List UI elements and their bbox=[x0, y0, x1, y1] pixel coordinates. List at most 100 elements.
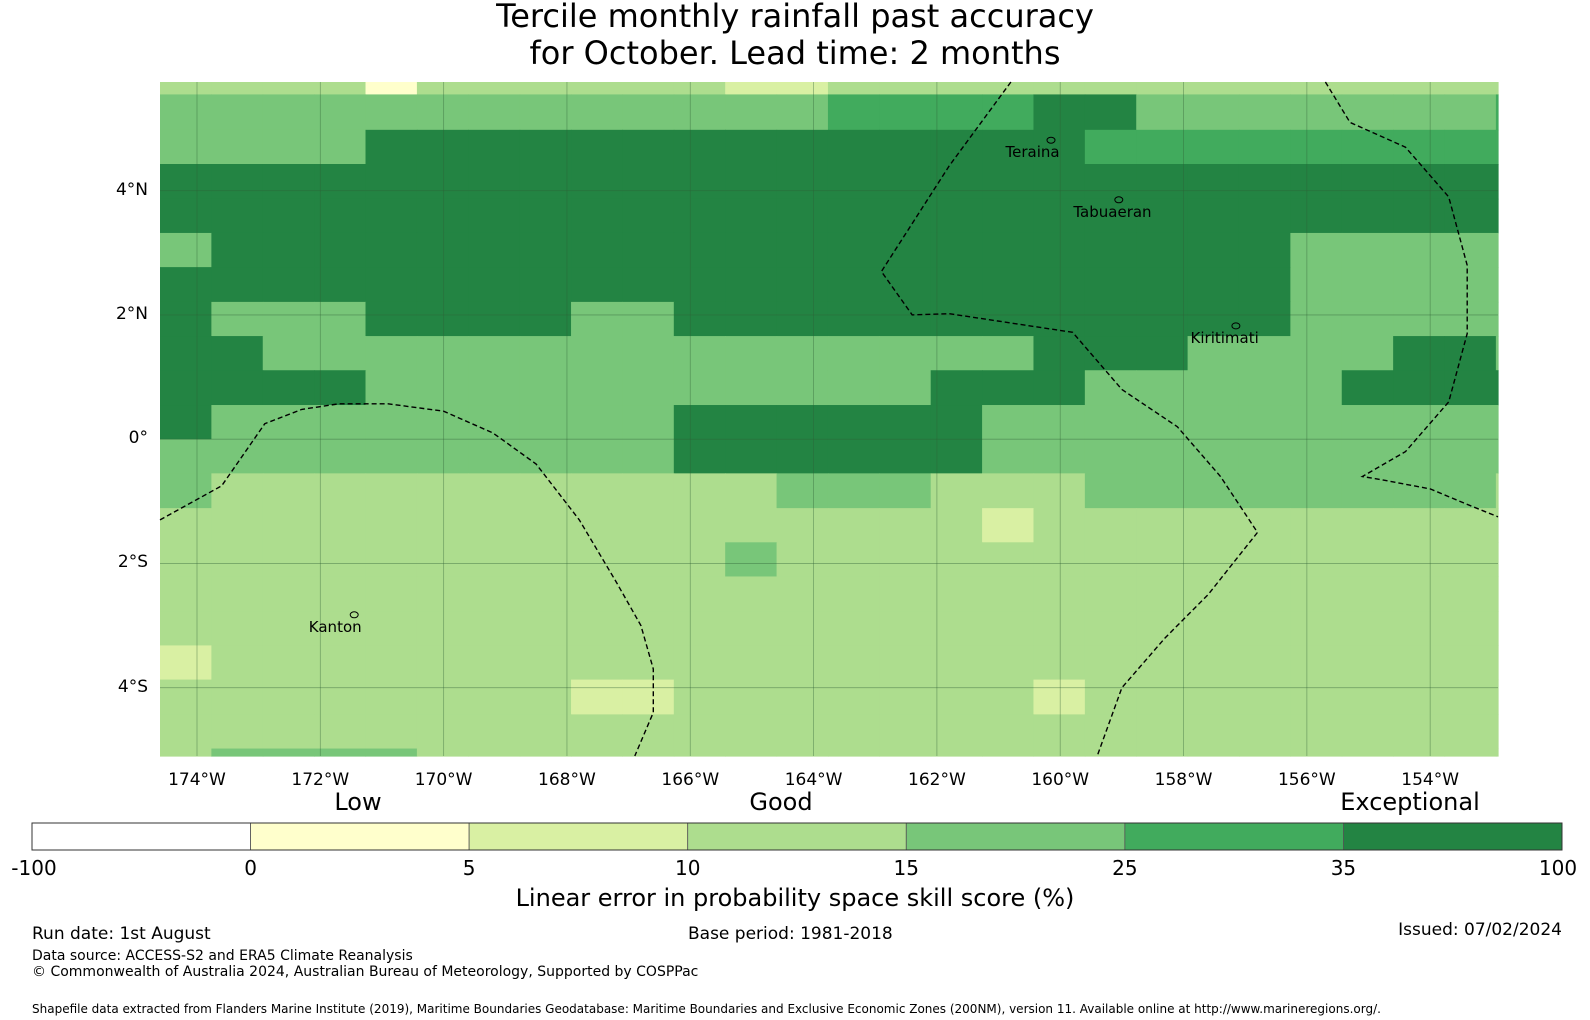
skill-cell bbox=[416, 714, 469, 750]
lon-tick-label: 162°W bbox=[908, 770, 966, 790]
skill-cell bbox=[262, 748, 315, 757]
skill-cell bbox=[262, 301, 315, 337]
skill-cell bbox=[1290, 94, 1343, 131]
skill-cell bbox=[725, 542, 778, 578]
skill-cell bbox=[1136, 232, 1189, 268]
skill-cell bbox=[1495, 473, 1499, 509]
skill-cell bbox=[160, 198, 212, 234]
lon-tick-label: 160°W bbox=[1031, 770, 1090, 790]
skill-cell bbox=[1033, 232, 1086, 268]
skill-cell bbox=[1084, 645, 1137, 681]
skill-cell bbox=[160, 473, 212, 509]
skill-cell bbox=[1084, 336, 1137, 371]
skill-cell bbox=[468, 714, 521, 750]
skill-cell bbox=[673, 94, 726, 131]
skill-cell bbox=[1393, 94, 1446, 131]
skill-cell bbox=[365, 94, 418, 131]
skill-cell bbox=[622, 164, 675, 200]
skill-cell bbox=[1238, 301, 1291, 337]
skill-cell bbox=[416, 164, 469, 200]
skill-cell bbox=[1084, 198, 1137, 234]
skill-cell bbox=[365, 508, 418, 543]
skill-cell bbox=[673, 370, 726, 406]
skill-cell bbox=[365, 164, 418, 200]
skill-cell bbox=[725, 611, 778, 647]
colorbar-tick-label: 5 bbox=[462, 856, 476, 880]
skill-cell bbox=[827, 129, 880, 165]
skill-cell bbox=[1495, 576, 1499, 612]
skill-cell bbox=[1393, 232, 1446, 268]
skill-cell bbox=[1290, 405, 1343, 440]
skill-cell bbox=[262, 542, 315, 578]
skill-cell bbox=[1033, 82, 1086, 96]
skill-cell bbox=[827, 714, 880, 750]
colorbar-swatch bbox=[1343, 822, 1563, 851]
skill-cell bbox=[930, 542, 983, 578]
skill-cell bbox=[1290, 301, 1343, 337]
colorbar-tick-label: 10 bbox=[674, 856, 701, 880]
skill-cell bbox=[1393, 267, 1446, 303]
skill-cell bbox=[982, 439, 1035, 474]
skill-cell bbox=[827, 82, 880, 96]
skill-cell bbox=[571, 473, 624, 509]
skill-cell bbox=[1084, 576, 1137, 612]
skill-cell bbox=[160, 508, 212, 543]
skill-cell bbox=[725, 232, 778, 268]
skill-cell bbox=[1187, 748, 1240, 757]
skill-cell bbox=[262, 473, 315, 509]
skill-cell bbox=[314, 645, 367, 681]
skill-cell bbox=[725, 129, 778, 165]
skill-cell bbox=[1393, 576, 1446, 612]
skill-cell bbox=[1033, 405, 1086, 440]
skill-cell bbox=[1495, 439, 1499, 474]
skill-cell bbox=[1341, 679, 1394, 715]
skill-cell bbox=[1238, 405, 1291, 440]
skill-cell bbox=[1341, 714, 1394, 750]
skill-cell bbox=[982, 508, 1035, 543]
skill-cell bbox=[827, 748, 880, 757]
skill-cell bbox=[314, 714, 367, 750]
skill-cell bbox=[1187, 405, 1240, 440]
skill-cell bbox=[673, 336, 726, 371]
colorbar-title: Linear error in probability space skill … bbox=[515, 884, 1075, 912]
lat-tick-label: 2°S bbox=[117, 552, 148, 573]
skill-cell bbox=[1187, 714, 1240, 750]
islands bbox=[349, 136, 1241, 619]
skill-cell bbox=[1187, 94, 1240, 131]
skill-cell bbox=[314, 405, 367, 440]
skill-cell bbox=[1136, 129, 1189, 165]
skill-cell bbox=[519, 645, 572, 681]
skill-cell bbox=[1238, 542, 1291, 578]
skill-cell bbox=[1084, 82, 1137, 96]
skill-cell bbox=[622, 576, 675, 612]
skill-cell bbox=[314, 439, 367, 474]
skill-cell bbox=[519, 94, 572, 131]
skill-cell bbox=[365, 679, 418, 715]
lon-tick-label: 174°W bbox=[168, 770, 226, 790]
skill-cell bbox=[416, 129, 469, 165]
skill-cell bbox=[930, 405, 983, 440]
skill-cell bbox=[725, 645, 778, 681]
skill-cell bbox=[725, 576, 778, 612]
skill-cell bbox=[1187, 576, 1240, 612]
skill-cell bbox=[262, 576, 315, 612]
lon-tick-label: 164°W bbox=[784, 770, 843, 790]
skill-cell bbox=[1136, 473, 1189, 509]
skill-cell bbox=[1444, 439, 1497, 474]
skill-cell bbox=[1187, 301, 1240, 337]
skill-cell bbox=[1393, 439, 1446, 474]
skill-cell bbox=[1238, 679, 1291, 715]
skill-cell bbox=[1444, 198, 1497, 234]
skill-cell bbox=[879, 679, 932, 715]
colorbar bbox=[31, 822, 1563, 851]
skill-cell bbox=[1238, 611, 1291, 647]
skill-cell bbox=[211, 164, 264, 200]
skill-cell bbox=[776, 336, 829, 371]
skill-cell bbox=[879, 439, 932, 474]
skill-cell bbox=[519, 611, 572, 647]
skill-cell bbox=[211, 611, 264, 647]
skill-cell bbox=[982, 473, 1035, 509]
skill-cell bbox=[160, 576, 212, 612]
skill-cell bbox=[519, 405, 572, 440]
colorbar-tick-label: 15 bbox=[893, 856, 919, 880]
